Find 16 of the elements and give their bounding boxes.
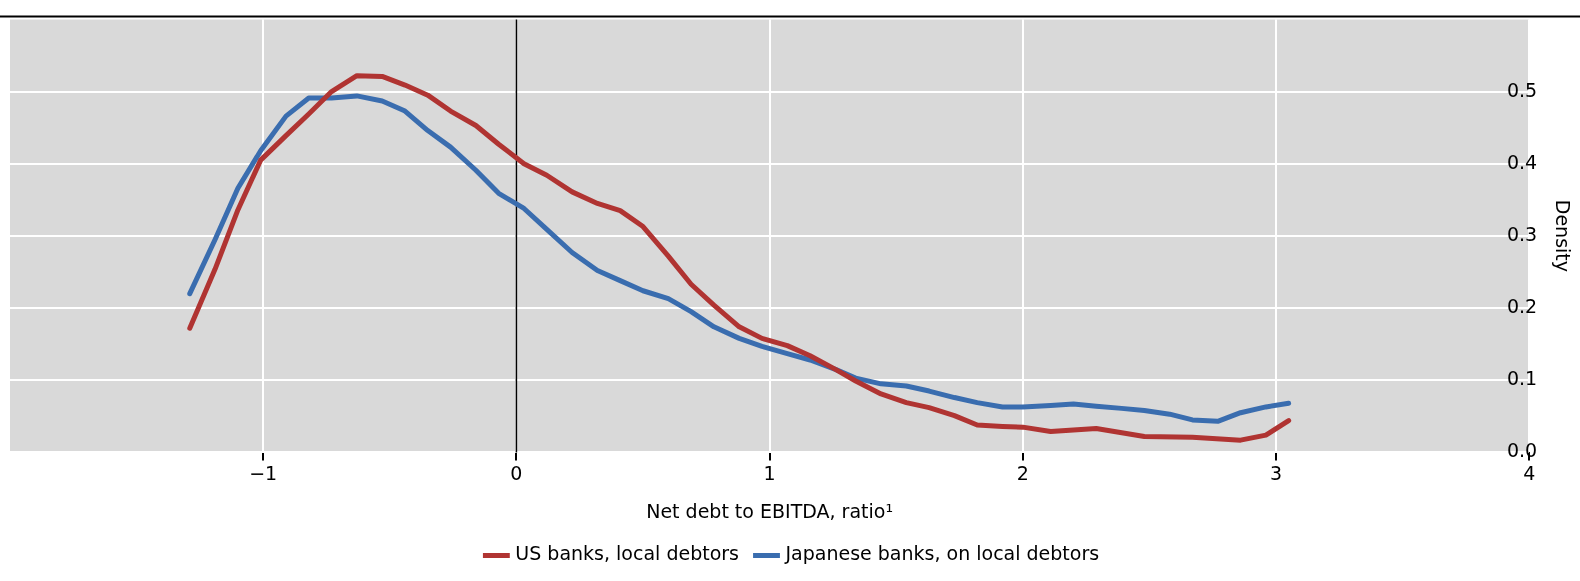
- x-tick-label: 0: [510, 461, 523, 484]
- y-tick-label: 0.4: [1506, 150, 1538, 173]
- y-axis-title: Density: [1551, 199, 1574, 273]
- x-axis-title: Net debt to EBITDA, ratio¹: [646, 499, 894, 522]
- y-tick-label: 0.3: [1506, 222, 1538, 245]
- x-tick-label: 2: [1016, 461, 1029, 484]
- x-tick-label: 1: [763, 461, 776, 484]
- x-tick-label: 4: [1523, 461, 1536, 484]
- legend-label: US banks, local debtors: [515, 542, 739, 565]
- y-tick-label: 0.0: [1506, 439, 1538, 462]
- x-tick-label: −1: [249, 461, 278, 484]
- y-tick-label: 0.1: [1506, 367, 1538, 390]
- legend-label: Japanese banks, on local debtors: [784, 542, 1100, 565]
- y-tick-label: 0.5: [1506, 78, 1538, 101]
- y-tick-label: 0.2: [1506, 295, 1538, 317]
- x-tick-label: 3: [1269, 461, 1283, 484]
